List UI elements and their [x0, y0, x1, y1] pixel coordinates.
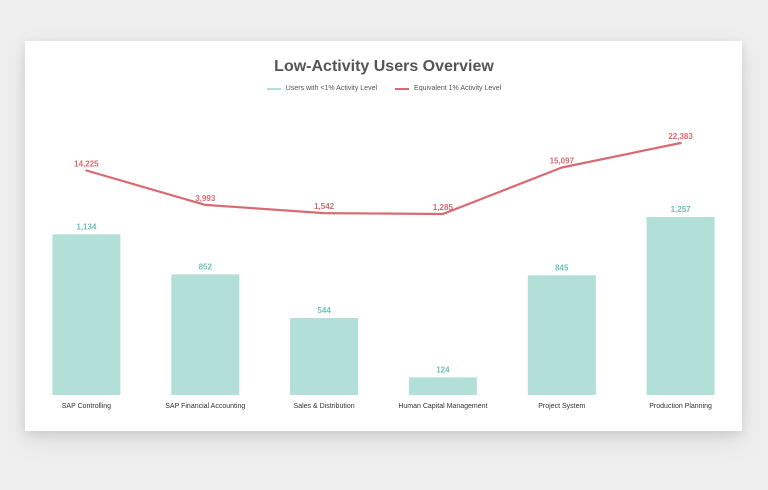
line-series-equivalent — [85, 141, 682, 216]
bar-value-label-2: 852 — [199, 262, 213, 271]
legend-label-equivalent: Equivalent 1% Activity Level — [414, 85, 502, 92]
category-label-6: Production Planning — [649, 403, 712, 410]
bar-2 — [171, 274, 240, 395]
line-value-label-3: 1,542 — [314, 202, 335, 211]
chart-title: Low-Activity Users Overview — [274, 58, 494, 75]
line-value-label-2: 3,993 — [195, 194, 216, 203]
category-label-4: Human Capital Management — [398, 403, 487, 410]
line-value-label-5: 15,097 — [550, 157, 575, 166]
bar-4 — [408, 377, 477, 395]
line-value-label-6: 22,383 — [668, 132, 693, 141]
bar-3 — [290, 318, 359, 395]
legend-item-equivalent: Equivalent 1% Activity Level — [395, 85, 501, 92]
bar-value-label-1: 1,134 — [76, 222, 97, 231]
legend-item-users: Users with <1% Activity Level — [266, 85, 378, 92]
category-label-1: SAP Controlling — [62, 403, 111, 410]
category-label-2: SAP Financial Accounting — [165, 403, 245, 410]
bar-value-label-6: 1,257 — [671, 205, 692, 214]
category-label-3: Sales & Distribution — [294, 403, 355, 410]
line-value-label-1: 14,225 — [74, 160, 99, 169]
bar-value-label-5: 845 — [555, 263, 569, 272]
legend-label-users: Users with <1% Activity Level — [285, 85, 378, 92]
bar-1 — [52, 234, 121, 395]
bar-value-label-4: 124 — [436, 365, 450, 374]
category-label-5: Project System — [538, 403, 585, 410]
legend-swatch-equivalent — [395, 87, 410, 90]
bar-6 — [646, 217, 715, 395]
bar-5 — [527, 275, 596, 395]
chart-legend: Users with <1% Activity Level Equivalent… — [0, 85, 768, 92]
bar-value-label-3: 544 — [317, 306, 331, 315]
legend-swatch-users — [266, 87, 281, 90]
chart-card — [25, 41, 742, 431]
line-value-label-4: 1,285 — [433, 203, 454, 212]
